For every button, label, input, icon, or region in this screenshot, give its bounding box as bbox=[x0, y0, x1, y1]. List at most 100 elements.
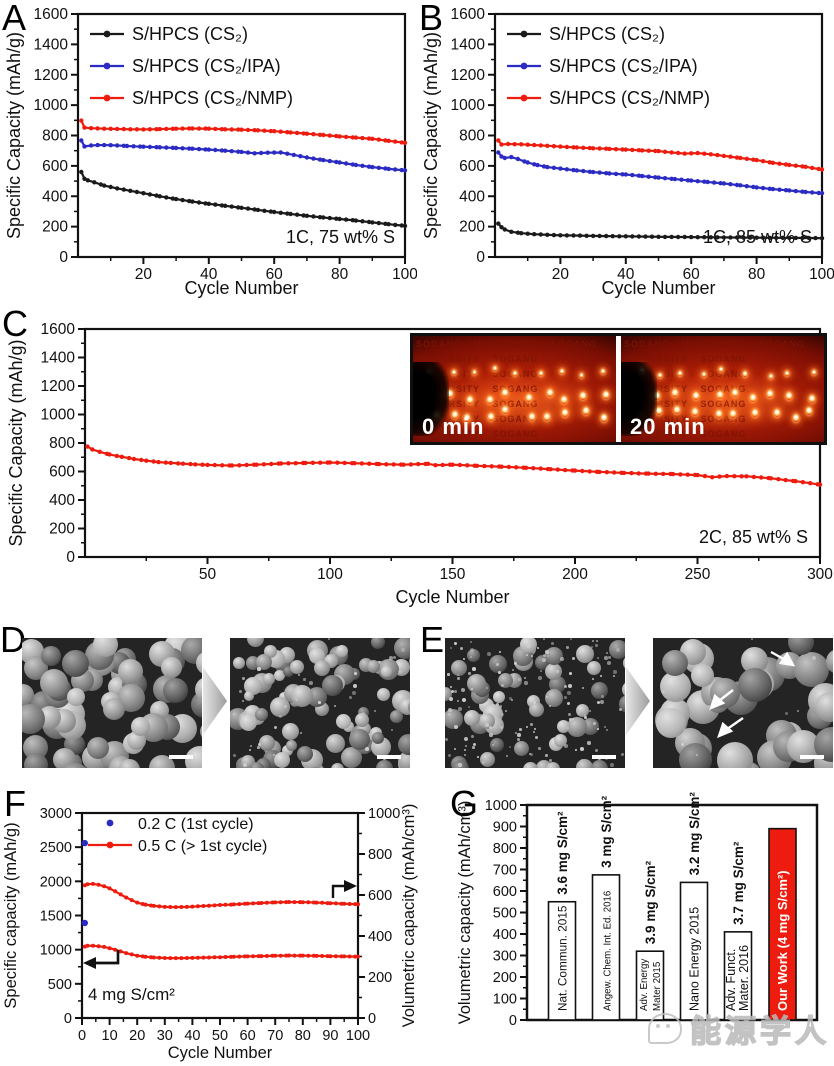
sem-particle bbox=[233, 657, 245, 669]
sem-particle bbox=[290, 660, 304, 674]
sem-particle bbox=[591, 682, 608, 699]
sem-speckle bbox=[533, 701, 536, 704]
sem-particle bbox=[576, 759, 593, 768]
svg-text:1500: 1500 bbox=[40, 909, 72, 925]
highlight-arrows-icon bbox=[709, 650, 796, 739]
led-light bbox=[539, 370, 543, 377]
series-0 bbox=[496, 221, 825, 241]
svg-text:50: 50 bbox=[212, 1028, 228, 1044]
panel-b: B 20 40 60 80 100 0 200 400 600 800 1000 1200 1400 16… bbox=[417, 0, 834, 300]
sem-particle bbox=[41, 646, 61, 666]
led-light bbox=[766, 389, 773, 398]
sem-speckle bbox=[564, 744, 568, 748]
series-1 bbox=[496, 150, 825, 196]
sem-particle bbox=[656, 708, 686, 738]
dark-silhouette bbox=[621, 362, 657, 436]
led-light bbox=[812, 370, 817, 376]
sem-speckle bbox=[556, 670, 559, 673]
sem-particle bbox=[314, 660, 330, 676]
sem-particle bbox=[250, 762, 264, 768]
sem-speckle bbox=[242, 700, 245, 703]
sem-particle bbox=[451, 660, 467, 676]
sem-particle bbox=[691, 664, 714, 687]
sem-speckle bbox=[613, 670, 617, 674]
svg-text:60: 60 bbox=[240, 1028, 256, 1044]
svg-text:1000: 1000 bbox=[451, 97, 486, 114]
sem-speckle bbox=[450, 686, 452, 688]
sem-speckle bbox=[354, 672, 357, 675]
sem-speckle bbox=[465, 745, 467, 747]
sem-particle bbox=[587, 661, 601, 675]
legend-item-1 bbox=[507, 62, 541, 70]
series-1 bbox=[81, 839, 89, 847]
legend-item-0 bbox=[507, 30, 541, 38]
led-light bbox=[464, 413, 471, 422]
svg-text:40: 40 bbox=[200, 266, 218, 283]
sem-speckle bbox=[509, 746, 512, 749]
svg-text:800: 800 bbox=[493, 841, 517, 857]
svg-text:1000: 1000 bbox=[40, 943, 72, 959]
sem-speckle bbox=[393, 656, 396, 659]
sem-speckle bbox=[468, 706, 470, 708]
sem-particle bbox=[93, 638, 118, 657]
sem-particle bbox=[240, 714, 257, 731]
sem-speckle bbox=[543, 638, 546, 641]
sem-speckle bbox=[531, 655, 534, 658]
sem-speckle bbox=[253, 706, 255, 708]
sem-speckle bbox=[284, 705, 288, 709]
series-0 bbox=[81, 919, 89, 927]
sem-speckle bbox=[470, 641, 472, 643]
sem-particle bbox=[270, 697, 290, 717]
sem-particle bbox=[788, 638, 814, 655]
svg-text:S/HPCS (CS₂/NMP): S/HPCS (CS₂/NMP) bbox=[549, 88, 710, 108]
axes bbox=[488, 13, 823, 264]
scale-bar bbox=[377, 755, 401, 759]
sem-particle bbox=[490, 738, 504, 752]
sem-speckle bbox=[488, 754, 491, 757]
sem-speckle bbox=[473, 743, 477, 747]
sem-particle bbox=[307, 767, 323, 768]
svg-text:500: 500 bbox=[493, 906, 517, 922]
svg-text:S/HPCS (CS₂/IPA): S/HPCS (CS₂/IPA) bbox=[549, 56, 698, 76]
panel-c-label: C bbox=[2, 303, 28, 344]
sem-speckle bbox=[273, 754, 276, 757]
sem-particle bbox=[322, 675, 343, 696]
bar-0: Nat. Commun. 2015 3.6 mg S/cm² bbox=[547, 811, 577, 1021]
sem-speckle bbox=[577, 712, 581, 716]
sem-speckle bbox=[454, 748, 457, 751]
led-light bbox=[793, 413, 800, 422]
sem-particle bbox=[738, 668, 772, 702]
svg-text:800: 800 bbox=[42, 128, 68, 145]
svg-text:100: 100 bbox=[346, 1028, 370, 1044]
svg-text:400: 400 bbox=[368, 929, 392, 945]
sem-particle bbox=[349, 729, 370, 750]
sem-speckle bbox=[608, 656, 611, 659]
led-light bbox=[560, 369, 564, 375]
svg-text:200: 200 bbox=[368, 970, 392, 986]
sem-speckle bbox=[500, 726, 504, 730]
sem-particle bbox=[390, 710, 403, 723]
bar-3: Nano Energy 2015 3.2 mg S/cm² bbox=[679, 792, 709, 1021]
sem-speckle bbox=[530, 753, 534, 757]
svg-text:Mater 2015: Mater 2015 bbox=[652, 962, 663, 1011]
x-axis-label: Cycle Number bbox=[168, 1044, 273, 1062]
sem-image-e-after bbox=[653, 638, 833, 768]
led-light bbox=[809, 395, 816, 404]
sem-speckle bbox=[535, 736, 538, 739]
sem-speckle bbox=[569, 718, 572, 721]
sem-speckle bbox=[445, 738, 449, 742]
sem-speckle bbox=[569, 672, 572, 675]
svg-text:40: 40 bbox=[617, 266, 635, 283]
svg-text:Adv. Energy: Adv. Energy bbox=[639, 959, 650, 1011]
sem-speckle bbox=[751, 638, 754, 641]
sem-speckle bbox=[537, 647, 540, 650]
panel-b-label: B bbox=[419, 0, 444, 38]
bar-2: Adv. Energy Mater 2015 3.9 mg S/cm² bbox=[635, 860, 665, 1021]
series-1 bbox=[79, 138, 408, 173]
sem-image-d-before bbox=[22, 638, 202, 768]
sem-speckle bbox=[463, 658, 465, 660]
svg-text:90: 90 bbox=[322, 1028, 338, 1044]
sem-speckle bbox=[506, 755, 509, 758]
svg-text:400: 400 bbox=[493, 927, 517, 943]
sem-particle bbox=[377, 688, 390, 701]
